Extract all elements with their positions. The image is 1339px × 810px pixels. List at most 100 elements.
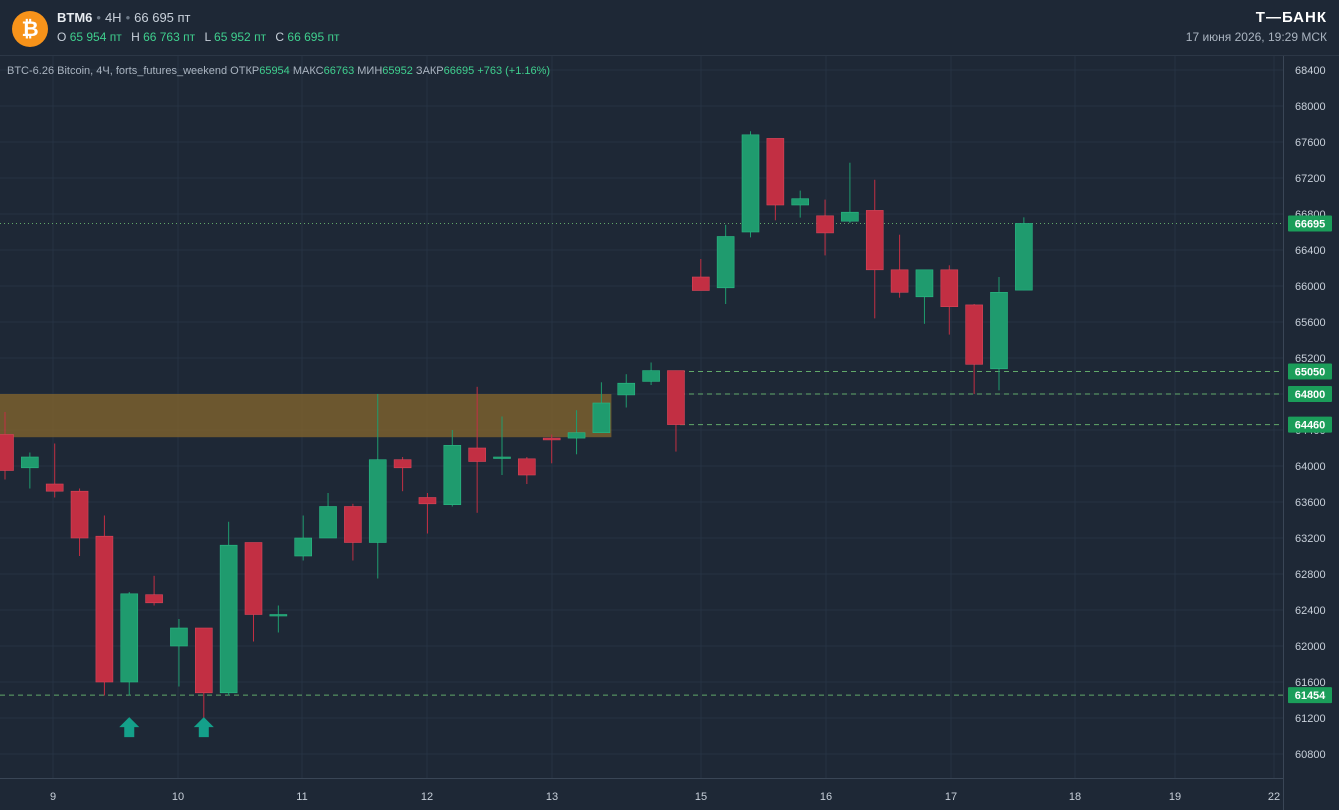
time-tick-label: 10 bbox=[172, 791, 184, 803]
price-tick-label: 61600 bbox=[1295, 677, 1326, 689]
price-tick-label: 68400 bbox=[1295, 65, 1326, 77]
candle-body bbox=[915, 269, 934, 298]
candle-body bbox=[145, 594, 163, 604]
candle-body bbox=[344, 506, 362, 543]
candle-body bbox=[741, 134, 760, 233]
price-tick-label: 60800 bbox=[1295, 749, 1326, 761]
time-tick-label: 15 bbox=[695, 791, 707, 803]
instrument-legend: BTC-6.26 Bitcoin, 4Ч, forts_futures_week… bbox=[7, 65, 550, 77]
legend-open-label: ОТКР bbox=[230, 65, 260, 77]
candle-body bbox=[766, 138, 785, 206]
candle-body bbox=[120, 593, 139, 683]
candle-body bbox=[493, 456, 511, 459]
legend-close-label: ЗАКР bbox=[415, 65, 444, 77]
candle-body bbox=[592, 402, 611, 434]
price-tag bbox=[1288, 416, 1332, 433]
candle-body bbox=[195, 627, 213, 694]
candle-body bbox=[865, 210, 884, 271]
price-tick-label: 66000 bbox=[1295, 281, 1326, 293]
candle-body bbox=[940, 269, 959, 308]
ohlc-high-label: H bbox=[131, 30, 140, 44]
last-price: 66 695 пт bbox=[134, 10, 191, 25]
price-tag-label: 61454 bbox=[1295, 690, 1326, 702]
candle-body bbox=[21, 456, 39, 469]
candle-body bbox=[219, 544, 238, 694]
chart-header: ₿ BTM6 • 4H • 66 695 пт O 65 954 пт H 66 763… bbox=[0, 0, 1339, 56]
ohlc-high-value: 66 763 пт bbox=[143, 30, 196, 44]
candle-body bbox=[393, 459, 412, 469]
price-tick-label: 67600 bbox=[1295, 137, 1326, 149]
price-tick-label: 63200 bbox=[1295, 533, 1326, 545]
separator-dot: • bbox=[96, 10, 101, 25]
candle-body bbox=[294, 537, 313, 557]
price-tag-label: 64800 bbox=[1295, 389, 1326, 401]
candle-body bbox=[468, 447, 486, 462]
ohlc-line: O 65 954 пт H 66 763 пт L 65 952 пт C 66… bbox=[57, 30, 339, 44]
interval[interactable]: 4H bbox=[104, 10, 122, 25]
ohlc-low-label: L bbox=[204, 30, 211, 44]
price-tag bbox=[1288, 215, 1332, 232]
time-tick-label: 9 bbox=[50, 791, 56, 803]
legend-high-value: 66763 bbox=[323, 65, 355, 77]
candle-body bbox=[567, 432, 586, 439]
time-tick-label: 22 bbox=[1268, 791, 1280, 803]
legend-change: +763 (+1.16%) bbox=[477, 65, 551, 77]
candle-body bbox=[1015, 223, 1033, 291]
candle-body bbox=[269, 614, 288, 617]
legend-low-value: 65952 bbox=[382, 65, 413, 77]
ohlc-close-label: C bbox=[275, 30, 285, 44]
price-tag bbox=[1288, 687, 1332, 704]
price-tick-label: 62000 bbox=[1295, 641, 1326, 653]
candle-body bbox=[890, 269, 909, 293]
price-tick-label: 68000 bbox=[1295, 101, 1326, 113]
candle-body bbox=[45, 483, 64, 492]
price-tick-label: 64000 bbox=[1295, 461, 1326, 473]
timestamp: 17 июня 2026, 19:29 МСК bbox=[1185, 30, 1327, 44]
legend-open-value: 65954 bbox=[259, 65, 290, 77]
price-tag-label: 65050 bbox=[1295, 367, 1326, 379]
candle-body bbox=[841, 211, 859, 222]
legend-instrument: BTC-6.26 Bitcoin, 4Ч, forts_futures_week… bbox=[7, 65, 228, 77]
candle-body bbox=[70, 490, 89, 539]
candle-body bbox=[418, 497, 437, 505]
price-chart[interactable]: 6840068000676006720066800664006600065600… bbox=[0, 56, 1339, 810]
price-tick-label: 65200 bbox=[1295, 353, 1326, 365]
legend-high-label: МАКС bbox=[292, 65, 324, 77]
legend-low-label: МИН bbox=[357, 65, 383, 77]
candle-body bbox=[95, 535, 114, 683]
price-tag bbox=[1288, 363, 1332, 380]
candle-body bbox=[170, 627, 188, 647]
price-tag-label: 64460 bbox=[1295, 420, 1326, 432]
candle-body bbox=[542, 437, 561, 441]
price-tick-label: 66400 bbox=[1295, 245, 1326, 257]
time-tick-label: 19 bbox=[1169, 791, 1181, 803]
candle-body bbox=[443, 444, 462, 505]
price-tick-label: 62800 bbox=[1295, 569, 1326, 581]
candle-body bbox=[691, 276, 710, 291]
time-tick-label: 18 bbox=[1069, 791, 1081, 803]
legend-close-value: 66695 bbox=[443, 65, 475, 77]
price-tick-label: 65600 bbox=[1295, 317, 1326, 329]
brand-logo: Т—БАНК bbox=[1255, 9, 1327, 26]
time-tick-label: 16 bbox=[820, 791, 832, 803]
candle-body bbox=[319, 506, 337, 539]
ohlc-low-value: 65 952 пт bbox=[214, 30, 267, 44]
bitcoin-logo-icon: ₿ bbox=[12, 11, 48, 47]
time-tick-label: 13 bbox=[546, 791, 558, 803]
ohlc-open-label: O bbox=[57, 30, 67, 44]
price-tick-label: 62400 bbox=[1295, 605, 1326, 617]
candle-body bbox=[965, 304, 983, 365]
candle-body bbox=[642, 370, 660, 382]
separator-dot: • bbox=[125, 10, 131, 25]
price-tick-label: 63600 bbox=[1295, 497, 1326, 509]
price-tag-label: 66695 bbox=[1295, 218, 1326, 230]
symbol[interactable]: BTM6 bbox=[57, 10, 93, 25]
candle-body bbox=[0, 434, 14, 471]
candle-body bbox=[518, 458, 536, 476]
resistance-zone bbox=[0, 394, 612, 438]
up-arrow-icon bbox=[193, 717, 214, 738]
time-tick-label: 11 bbox=[296, 791, 307, 803]
ohlc-close-value: 66 695 пт bbox=[287, 30, 340, 44]
up-arrow-icon bbox=[119, 717, 140, 738]
candle-body bbox=[816, 215, 834, 234]
